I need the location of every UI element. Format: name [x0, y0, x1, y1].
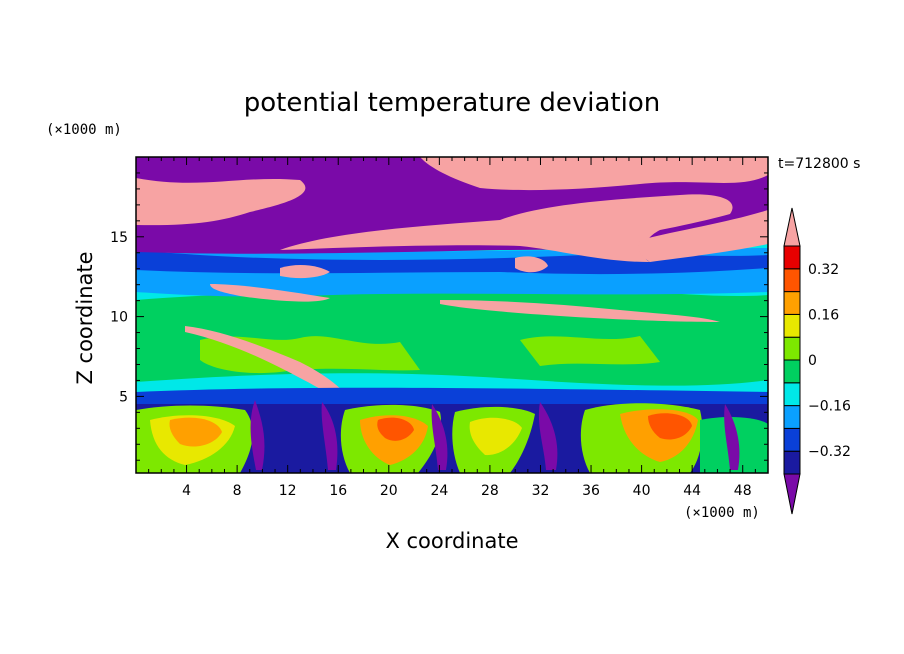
x-tick-label: 36	[582, 483, 600, 499]
field-plume-2-hot	[377, 417, 414, 441]
field-downdraft-5	[724, 404, 740, 470]
time-label: t=712800 s	[778, 156, 860, 172]
y-axis-ticks: 5 10 15	[110, 172, 768, 461]
y-tick-label: 5	[119, 389, 128, 405]
chart-title: potential temperature deviation	[244, 88, 660, 118]
colorbar-swatch	[783, 405, 801, 429]
y-tick-label: 15	[110, 230, 128, 246]
colorbar-tick-label: 0.16	[808, 307, 839, 323]
colorbar-swatch	[783, 268, 801, 293]
y-axis-label: Z coordinate	[73, 251, 97, 384]
colorbar-swatch	[783, 291, 801, 315]
colorbar-tick-label: −0.32	[808, 444, 851, 460]
field-pink-filament-4	[440, 300, 720, 322]
field-downdraft-3	[431, 404, 448, 470]
colorbar-swatch	[783, 450, 801, 475]
field-pink-filament-2	[280, 265, 330, 279]
field-plume-1-hot	[169, 417, 222, 447]
field-upper-pink-4	[638, 210, 768, 262]
colorbar-tick-label: 0	[808, 353, 817, 369]
x-tick-label: 4	[182, 483, 191, 499]
x-tick-label: 40	[633, 483, 651, 499]
x-tick-label: 8	[233, 483, 242, 499]
field-plume-3-core	[469, 417, 522, 456]
colorbar-swatch	[783, 382, 801, 407]
x-tick-label: 12	[279, 483, 297, 499]
field-plume-4-hot	[648, 413, 692, 440]
colorbar-under-triangle	[783, 473, 801, 515]
field-downdraft-4	[538, 402, 558, 470]
x-tick-label: 32	[532, 483, 550, 499]
x-tick-label: 44	[683, 483, 701, 499]
field-pink-filament-5	[185, 326, 350, 401]
colorbar-swatch	[783, 313, 801, 338]
field-pink-filament-1	[210, 284, 330, 302]
x-tick-label: 28	[481, 483, 499, 499]
y-tick-label: 10	[110, 310, 128, 326]
field-downdraft-1	[250, 400, 265, 470]
heatmap-field	[136, 157, 768, 473]
x-tick-label: 20	[380, 483, 398, 499]
field-lightgreen-patches	[200, 336, 660, 374]
colorbar-tick-label: 0.32	[808, 262, 839, 278]
x-axis-ticks: 4 8 12 16 20 24 28 32 36 40 44 48	[148, 157, 756, 499]
field-upper-pink-3	[280, 194, 733, 262]
colorbar-swatch	[783, 336, 801, 361]
colorbar-over-triangle	[783, 207, 801, 247]
field-upper-pink-1	[136, 178, 306, 226]
colorbar-swatch	[783, 245, 801, 270]
x-tick-label: 48	[734, 483, 752, 499]
field-downdraft-2	[321, 402, 338, 470]
colorbar-tick-label: −0.16	[808, 399, 851, 415]
colorbar-swatch	[783, 427, 801, 452]
x-tick-label: 24	[430, 483, 448, 499]
field-pink-filament-3	[515, 256, 548, 273]
x-unit-label: (×1000 m)	[684, 505, 760, 521]
colorbar-swatch	[783, 359, 801, 384]
colorbar: 0.32 0.16 0 −0.16 −0.32	[783, 207, 851, 515]
field-upper-pink-2	[420, 157, 768, 191]
y-unit-label: (×1000 m)	[46, 122, 122, 138]
x-tick-label: 16	[329, 483, 347, 499]
x-axis-label: X coordinate	[385, 529, 518, 553]
